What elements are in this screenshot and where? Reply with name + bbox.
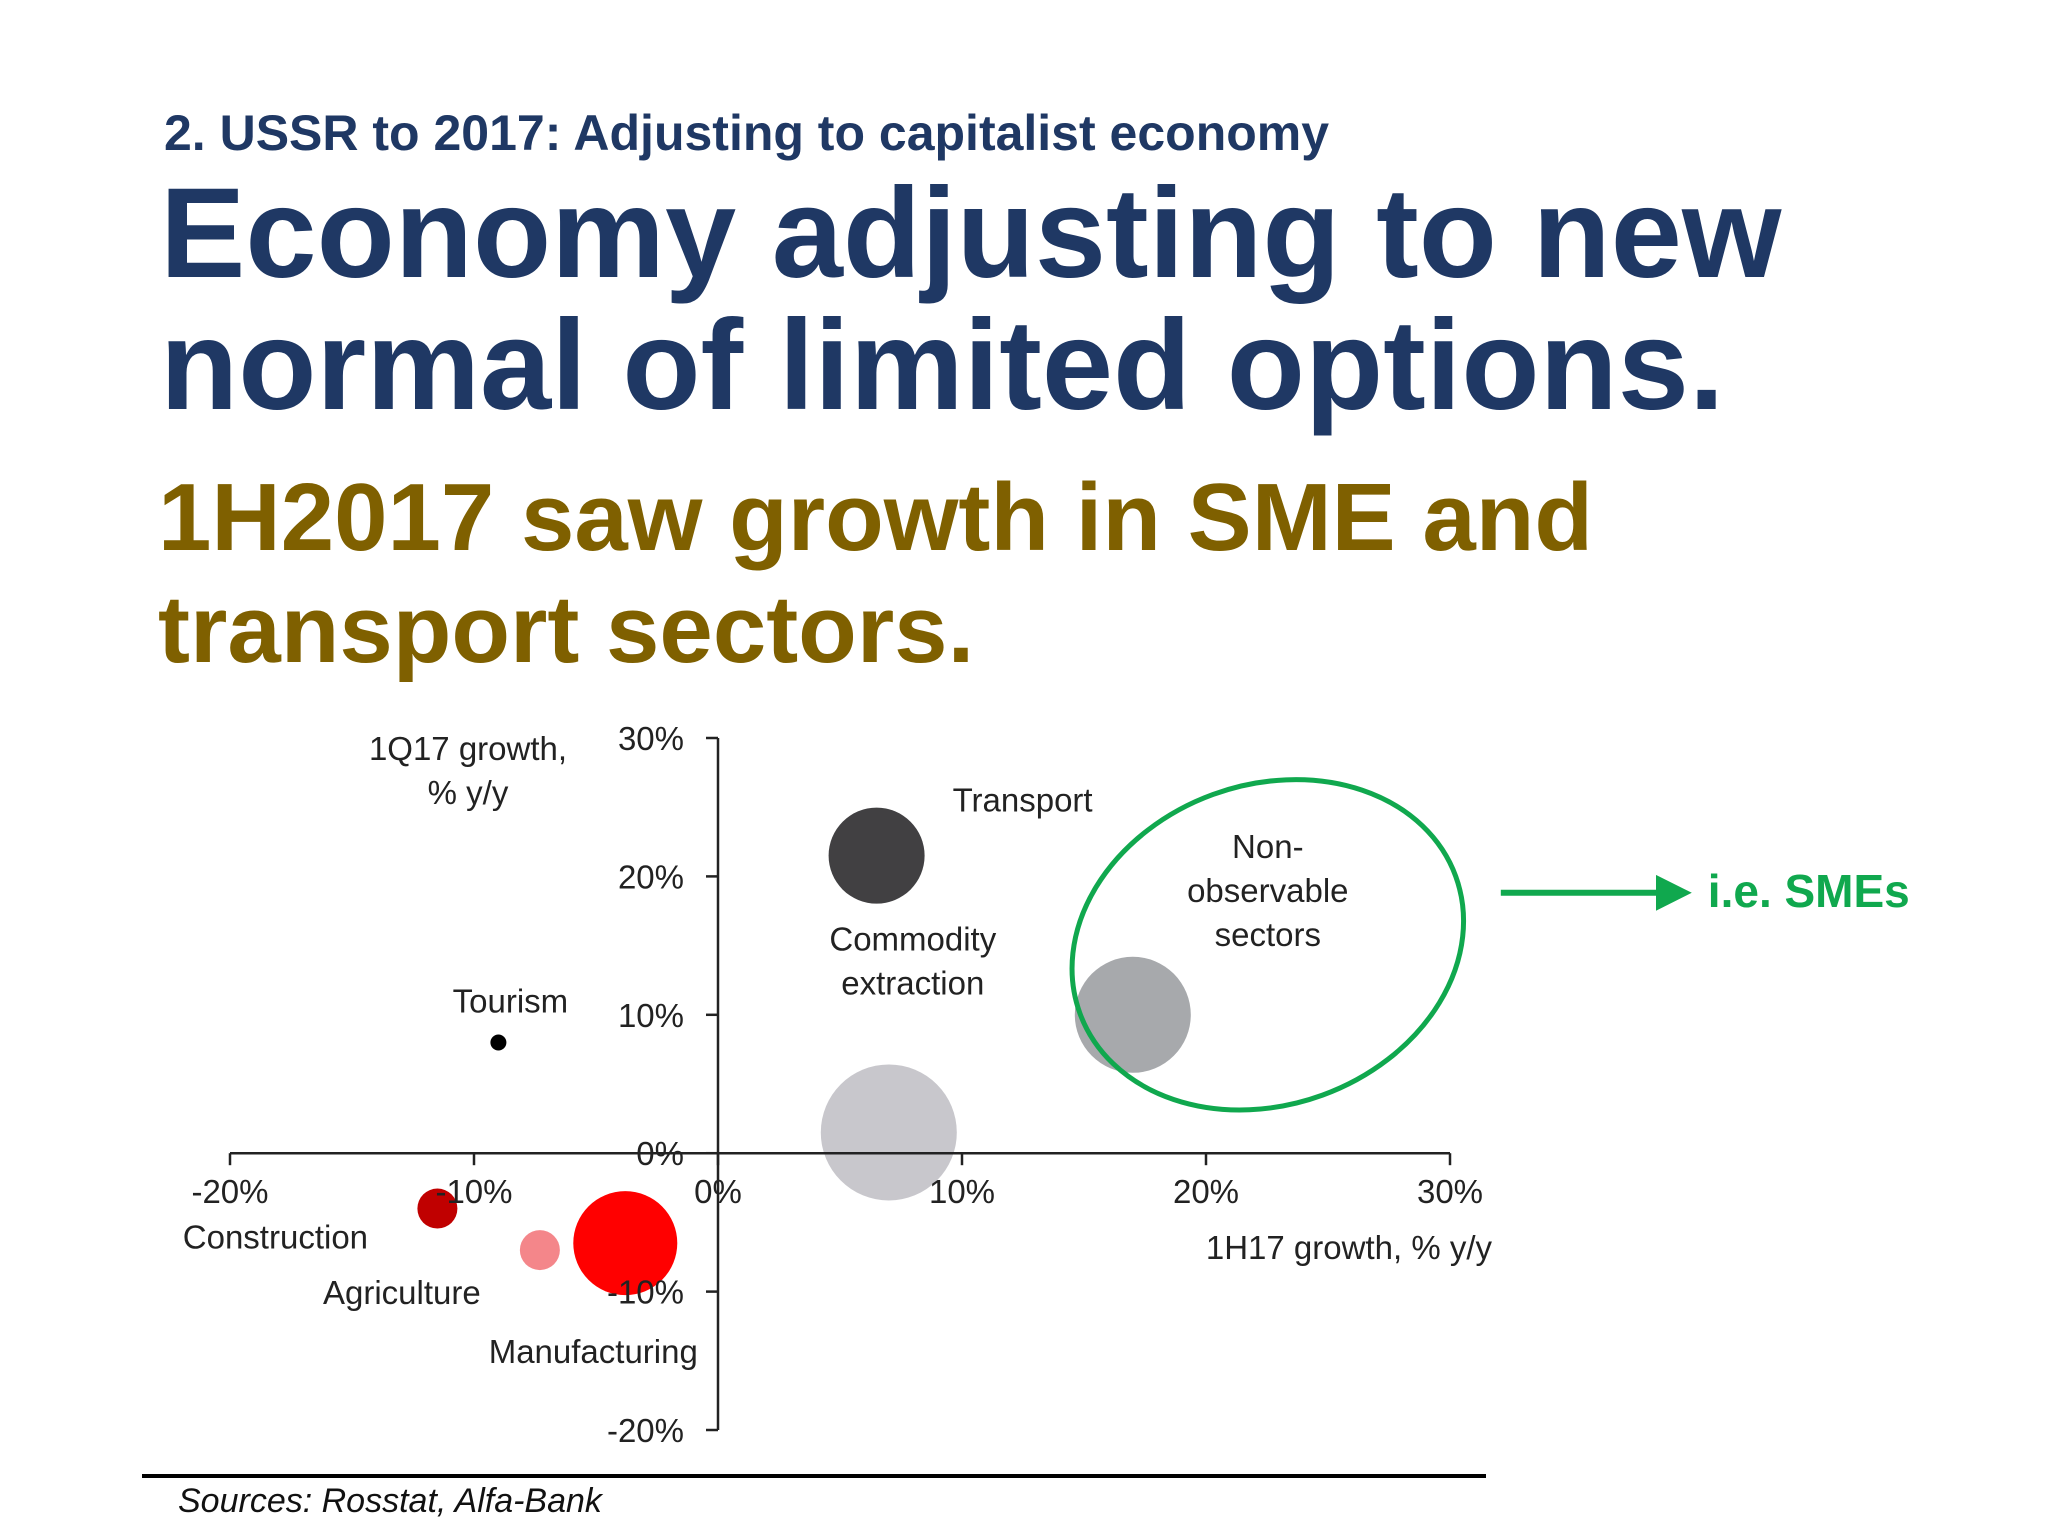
slide-headline: Economy adjusting to new normal of limit… <box>160 162 1782 437</box>
point-label: Transport <box>953 782 1093 819</box>
x-tick-label: 0% <box>694 1173 742 1210</box>
point-label: Commodity <box>829 920 996 957</box>
point-label: Construction <box>183 1219 368 1256</box>
y-tick-label: 10% <box>618 997 684 1034</box>
point-label: extraction <box>841 964 984 1001</box>
point-label: observable <box>1187 872 1348 909</box>
x-tick-label: 30% <box>1417 1173 1483 1210</box>
point-label: Agriculture <box>323 1274 481 1311</box>
bubble-commodity-extraction <box>820 1064 957 1201</box>
source-divider <box>142 1474 1486 1478</box>
y-tick-label: 20% <box>618 858 684 895</box>
highlight-annotation: i.e. SMEs <box>1708 865 1910 917</box>
bubble-non-observable-sectors <box>1074 956 1191 1073</box>
bubble-agriculture <box>519 1230 560 1271</box>
y-tick-label: 30% <box>618 720 684 757</box>
bubble-tourism <box>490 1034 507 1051</box>
bubble-layer <box>417 807 1191 1296</box>
slide-subhead: 1H2017 saw growth in SME and transport s… <box>158 464 1594 683</box>
highlight-ellipse <box>1069 777 1467 1113</box>
axes-layer <box>228 736 1452 1432</box>
point-label: Manufacturing <box>489 1333 698 1370</box>
bubble-transport <box>828 807 925 904</box>
bubble-manufacturing <box>573 1191 678 1296</box>
x-tick-label: 10% <box>929 1173 995 1210</box>
y-tick-label: -10% <box>607 1274 684 1311</box>
x-tick-label: 20% <box>1173 1173 1239 1210</box>
y-axis-title: 1Q17 growth, <box>369 730 567 767</box>
x-axis-title: 1H17 growth, % y/y <box>1206 1229 1493 1266</box>
bubble-construction <box>417 1188 458 1229</box>
x-tick-label: -20% <box>191 1173 268 1210</box>
label-layer: -20% -10% 0% 10% 20% 30% -20% -10% 0% 10% 20% 30% 1H… <box>183 720 1493 1449</box>
highlight-layer: i.e. SMEs <box>1069 777 1910 1113</box>
source-note: Sources: Rosstat, Alfa-Bank <box>178 1482 602 1520</box>
x-tick-label: -10% <box>435 1173 512 1210</box>
point-label: Non- <box>1232 828 1304 865</box>
point-label: sectors <box>1215 916 1321 953</box>
slide-kicker: 2. USSR to 2017: Adjusting to capitalist… <box>164 105 1330 161</box>
y-axis-title: % y/y <box>428 774 509 811</box>
y-tick-label: -20% <box>607 1412 684 1449</box>
y-tick-label: 0% <box>636 1135 684 1172</box>
point-label: Tourism <box>453 982 569 1019</box>
